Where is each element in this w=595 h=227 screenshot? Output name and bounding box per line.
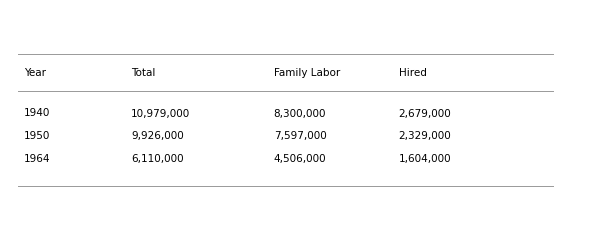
Text: Year: Year (24, 68, 46, 78)
Text: 1964: 1964 (24, 154, 51, 164)
Text: 1940: 1940 (24, 109, 50, 118)
Text: 1,604,000: 1,604,000 (399, 154, 451, 164)
Text: 1950: 1950 (24, 131, 50, 141)
Text: 8,300,000: 8,300,000 (274, 109, 326, 118)
Text: 7,597,000: 7,597,000 (274, 131, 327, 141)
Text: 4,506,000: 4,506,000 (274, 154, 326, 164)
Text: Family Labor: Family Labor (274, 68, 340, 78)
Text: 2,329,000: 2,329,000 (399, 131, 452, 141)
Text: 2,679,000: 2,679,000 (399, 109, 452, 118)
Text: Total: Total (131, 68, 155, 78)
Text: 10,979,000: 10,979,000 (131, 109, 190, 118)
Text: 9,926,000: 9,926,000 (131, 131, 184, 141)
Text: 6,110,000: 6,110,000 (131, 154, 183, 164)
Text: Hired: Hired (399, 68, 427, 78)
